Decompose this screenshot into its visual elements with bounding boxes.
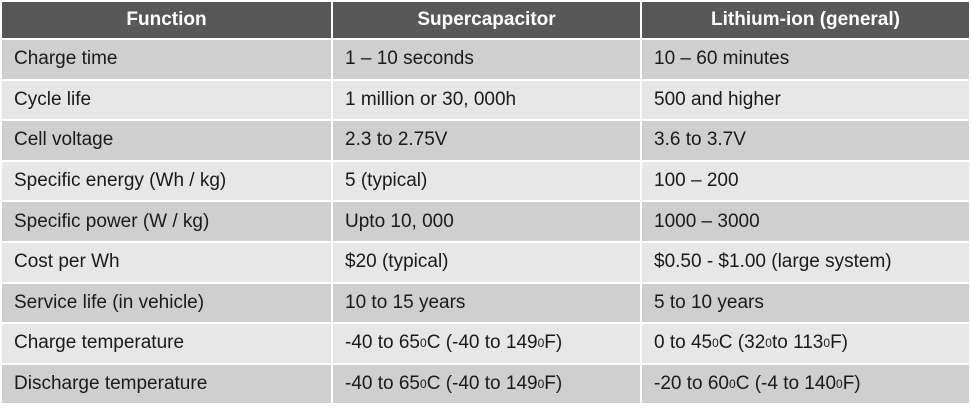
cell-supercap: 5 (typical) <box>333 161 642 203</box>
cell-function: Specific power (W / kg) <box>2 202 333 243</box>
cell-function: Charge temperature <box>2 324 333 365</box>
cell-supercap: 2.3 to 2.75V <box>333 121 642 162</box>
cell-function: Service life (in vehicle) <box>2 283 333 325</box>
cell-liion: 3.6 to 3.7V <box>642 121 969 162</box>
cell-function: Cell voltage <box>2 121 333 162</box>
header-supercapacitor: Supercapacitor <box>333 2 642 40</box>
cell-supercap: -40 to 65 0 C (-40 to 149 0 F) <box>333 324 642 365</box>
cell-liion: 100 – 200 <box>642 161 969 203</box>
cell-liion: $0.50 - $1.00 (large system) <box>642 242 969 284</box>
cell-liion: 5 to 10 years <box>642 283 969 325</box>
cell-function: Charge time <box>2 40 333 81</box>
cell-supercap: Upto 10, 000 <box>333 202 642 243</box>
cell-liion: 10 – 60 minutes <box>642 40 969 81</box>
cell-function: Cycle life <box>2 80 333 122</box>
cell-liion: -20 to 60 0 C (-4 to 140 0 F) <box>642 364 969 406</box>
cell-liion: 500 and higher <box>642 80 969 122</box>
cell-supercap: 1 – 10 seconds <box>333 40 642 81</box>
cell-supercap: 1 million or 30, 000h <box>333 80 642 122</box>
header-lithium-ion: Lithium-ion (general) <box>642 2 969 40</box>
cell-liion: 1000 – 3000 <box>642 202 969 243</box>
cell-function: Specific energy (Wh / kg) <box>2 161 333 203</box>
header-function: Function <box>2 2 333 40</box>
cell-function: Cost per Wh <box>2 242 333 284</box>
cell-liion: 0 to 45 0 C (32 0 to 113 0 F) <box>642 324 969 365</box>
cell-function: Discharge temperature <box>2 364 333 406</box>
cell-supercap: 10 to 15 years <box>333 283 642 325</box>
cell-supercap: $20 (typical) <box>333 242 642 284</box>
cell-supercap: -40 to 65 0 C (-40 to 149 0 F) <box>333 364 642 406</box>
